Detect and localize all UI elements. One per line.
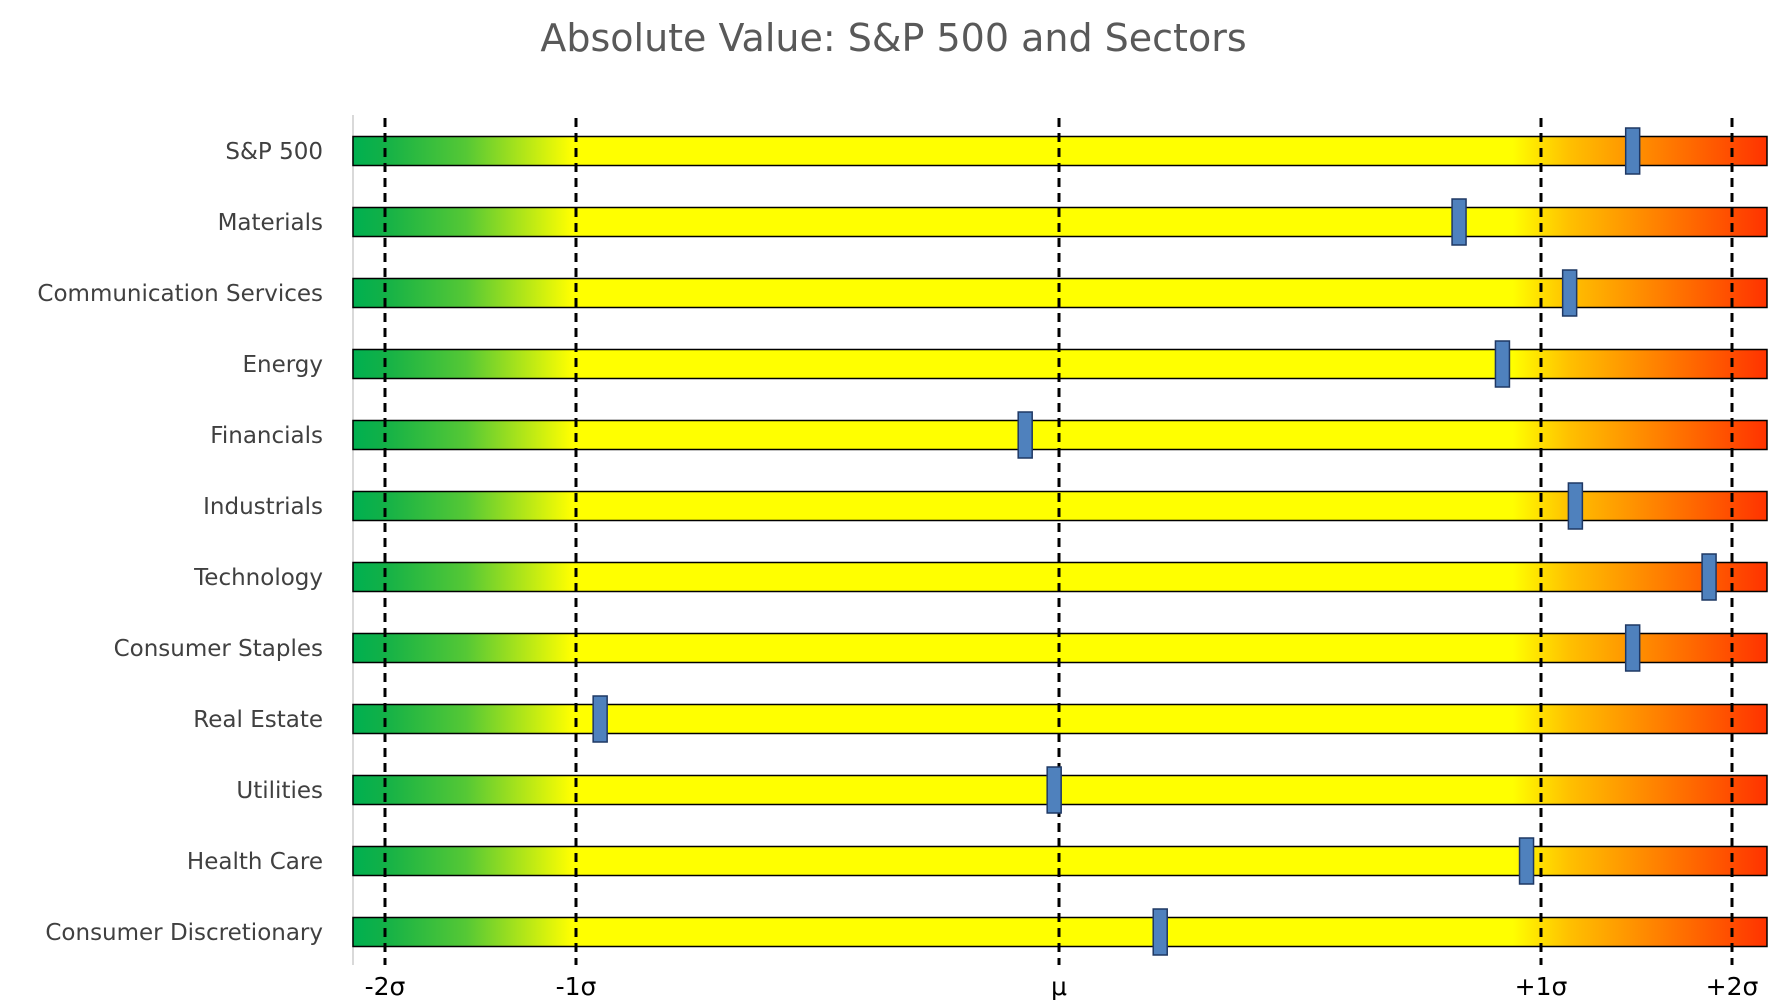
category-label-consumer-discretionary: Consumer Discretionary (45, 920, 323, 946)
category-label-utilities: Utilities (236, 778, 323, 804)
marker-technology (1701, 553, 1717, 601)
category-label-materials: Materials (218, 210, 323, 236)
category-label-communication-services: Communication Services (37, 281, 323, 307)
marker-health-care (1518, 837, 1535, 885)
tick-label-tick-minus2: -2σ (365, 972, 406, 1001)
chart-title: Absolute Value: S&P 500 and Sectors (540, 16, 1247, 60)
tick-label-tick-plus2: +2σ (1706, 972, 1759, 1001)
category-label-technology: Technology (193, 565, 323, 591)
marker-sp-500 (1624, 127, 1641, 175)
marker-financials (1017, 411, 1033, 459)
marker-consumer-discretionary (1152, 908, 1168, 956)
marker-materials (1451, 198, 1467, 246)
marker-energy (1494, 340, 1511, 388)
tick-label-tick-zero0: μ (1051, 972, 1067, 1001)
tick-label-tick-plus1: +1σ (1515, 972, 1568, 1001)
marker-real-estate (592, 695, 608, 743)
category-label-industrials: Industrials (203, 494, 323, 520)
category-label-consumer-staples: Consumer Staples (114, 636, 323, 662)
marker-industrials (1567, 482, 1584, 530)
category-label-energy: Energy (242, 352, 323, 378)
category-label-financials: Financials (210, 423, 323, 449)
marker-communication-services (1561, 269, 1578, 317)
category-label-sp-500: S&P 500 (225, 139, 323, 165)
category-label-health-care: Health Care (187, 849, 323, 875)
marker-consumer-staples (1624, 624, 1641, 672)
tick-label-tick-minus1: -1σ (556, 972, 597, 1001)
marker-utilities (1046, 766, 1062, 814)
category-label-real-estate: Real Estate (193, 707, 323, 733)
